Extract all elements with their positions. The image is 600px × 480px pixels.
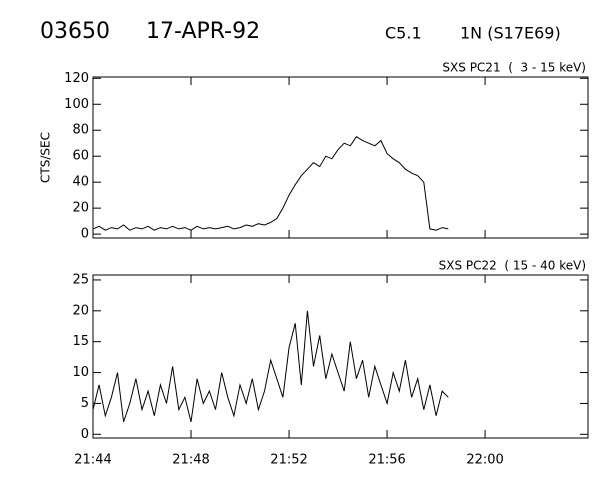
panel-label: SXS PC22 ( 15 - 40 keV): [439, 259, 586, 273]
x-tick-label: 21:48: [172, 453, 209, 468]
y-tick-label: 80: [72, 123, 89, 138]
y-tick-label: 5: [81, 396, 89, 411]
y-tick-label: 120: [64, 71, 89, 86]
y-axis-label: CTS/SEC: [39, 132, 53, 183]
y-tick-label: 100: [64, 97, 89, 112]
y-tick-label: 20: [72, 303, 89, 318]
event-id: 03650: [40, 19, 110, 44]
x-tick-label: 21:52: [270, 453, 307, 468]
y-tick-label: 15: [72, 334, 89, 349]
plot-frame: [92, 76, 589, 239]
plot-frame: [92, 274, 589, 439]
event-date: 17-APR-92: [146, 19, 260, 44]
x-tick-label: 21:56: [368, 453, 405, 468]
flare-class: C5.1: [385, 24, 422, 43]
y-tick-label: 0: [81, 227, 89, 242]
x-tick-label: 21:44: [74, 453, 111, 468]
y-tick-label: 60: [72, 149, 89, 164]
flare-location: 1N (S17E69): [460, 24, 561, 43]
data-line: [92, 136, 449, 231]
y-tick-label: 20: [72, 201, 89, 216]
y-tick-label: 25: [72, 272, 89, 287]
data-line: [92, 310, 449, 423]
panel-label: SXS PC21 ( 3 - 15 keV): [442, 61, 586, 75]
y-tick-label: 10: [72, 365, 89, 380]
x-tick-label: 22:00: [466, 453, 503, 468]
y-tick-label: 0: [81, 427, 89, 442]
y-tick-label: 40: [72, 175, 89, 190]
